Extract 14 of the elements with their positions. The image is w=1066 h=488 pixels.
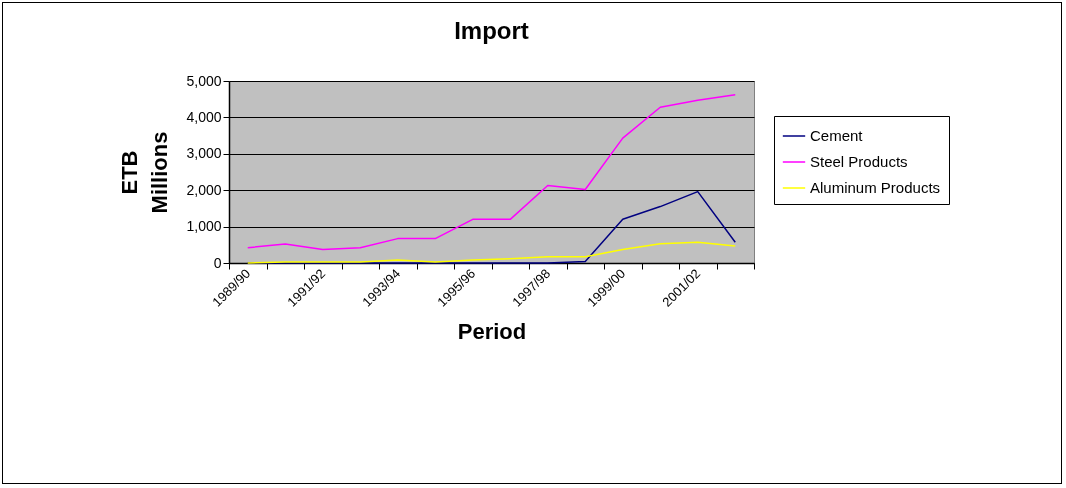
chart-title: Import — [454, 17, 529, 44]
y-tick-label: 0 — [213, 254, 222, 271]
y-axis-title: ETB Millions — [117, 131, 173, 214]
legend-label: Cement — [810, 127, 864, 144]
legend-label: Aluminum Products — [810, 179, 941, 196]
y-tick-label: 3,000 — [186, 145, 222, 162]
y-tick-label: 4,000 — [186, 108, 222, 125]
x-axis-title: Period — [457, 318, 527, 344]
y-tick-label: 1,000 — [186, 218, 222, 235]
line-series — [247, 241, 736, 264]
line-series — [247, 94, 736, 251]
y-tick-label: 2,000 — [186, 181, 222, 198]
legend-label: Steel Products — [810, 153, 908, 170]
y-tick-label: 5,000 — [186, 72, 222, 89]
